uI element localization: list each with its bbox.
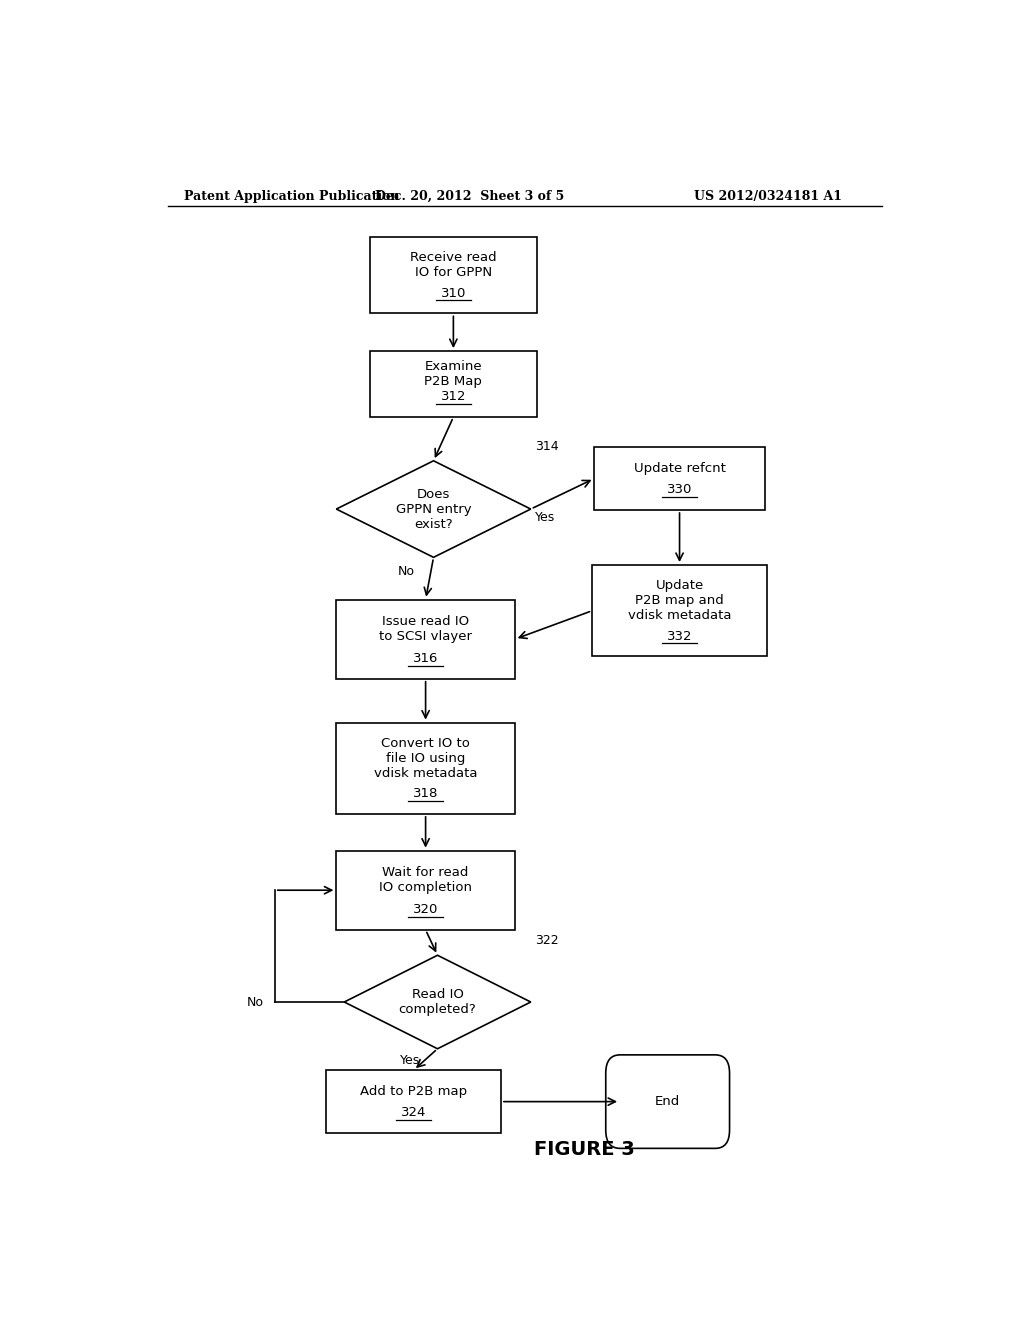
Text: Receive read
IO for GPPN: Receive read IO for GPPN (410, 251, 497, 279)
Text: 324: 324 (401, 1106, 426, 1119)
FancyBboxPatch shape (606, 1055, 729, 1148)
FancyBboxPatch shape (592, 565, 767, 656)
Text: Wait for read
IO completion: Wait for read IO completion (379, 866, 472, 894)
Text: Update refcnt: Update refcnt (634, 462, 725, 475)
Text: Update
P2B map and
vdisk metadata: Update P2B map and vdisk metadata (628, 579, 731, 622)
Text: FIGURE 3: FIGURE 3 (534, 1140, 635, 1159)
Text: 314: 314 (535, 440, 558, 453)
Text: Read IO
completed?: Read IO completed? (398, 987, 476, 1016)
FancyBboxPatch shape (336, 599, 515, 678)
Text: 320: 320 (413, 903, 438, 916)
Text: 322: 322 (535, 935, 558, 948)
Text: 312: 312 (440, 391, 466, 403)
Text: Convert IO to
file IO using
vdisk metadata: Convert IO to file IO using vdisk metada… (374, 737, 477, 780)
FancyBboxPatch shape (370, 351, 537, 417)
Text: Does
GPPN entry
exist?: Does GPPN entry exist? (395, 487, 471, 531)
Text: Yes: Yes (535, 511, 555, 524)
Text: No: No (247, 995, 263, 1008)
FancyBboxPatch shape (594, 447, 765, 510)
Text: 332: 332 (667, 630, 692, 643)
Text: Yes: Yes (399, 1053, 420, 1067)
Text: 330: 330 (667, 483, 692, 496)
FancyBboxPatch shape (336, 722, 515, 814)
Text: Issue read IO
to SCSI vlayer: Issue read IO to SCSI vlayer (379, 615, 472, 643)
Text: Dec. 20, 2012  Sheet 3 of 5: Dec. 20, 2012 Sheet 3 of 5 (375, 190, 564, 202)
FancyBboxPatch shape (336, 850, 515, 929)
Text: No: No (397, 565, 415, 578)
Text: 316: 316 (413, 652, 438, 665)
Text: Patent Application Publication: Patent Application Publication (183, 190, 399, 202)
Text: US 2012/0324181 A1: US 2012/0324181 A1 (694, 190, 842, 202)
Text: End: End (655, 1096, 680, 1107)
Text: 310: 310 (440, 286, 466, 300)
FancyBboxPatch shape (370, 238, 537, 313)
FancyBboxPatch shape (327, 1071, 501, 1133)
Text: 318: 318 (413, 787, 438, 800)
Text: Add to P2B map: Add to P2B map (360, 1085, 467, 1098)
Text: Examine
P2B Map: Examine P2B Map (424, 360, 482, 388)
